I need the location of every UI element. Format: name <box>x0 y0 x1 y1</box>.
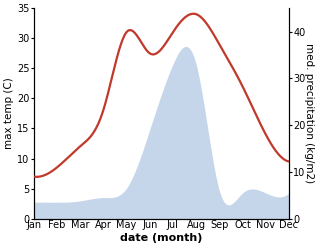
X-axis label: date (month): date (month) <box>120 233 203 243</box>
Y-axis label: med. precipitation (kg/m2): med. precipitation (kg/m2) <box>304 43 314 184</box>
Y-axis label: max temp (C): max temp (C) <box>4 78 14 149</box>
